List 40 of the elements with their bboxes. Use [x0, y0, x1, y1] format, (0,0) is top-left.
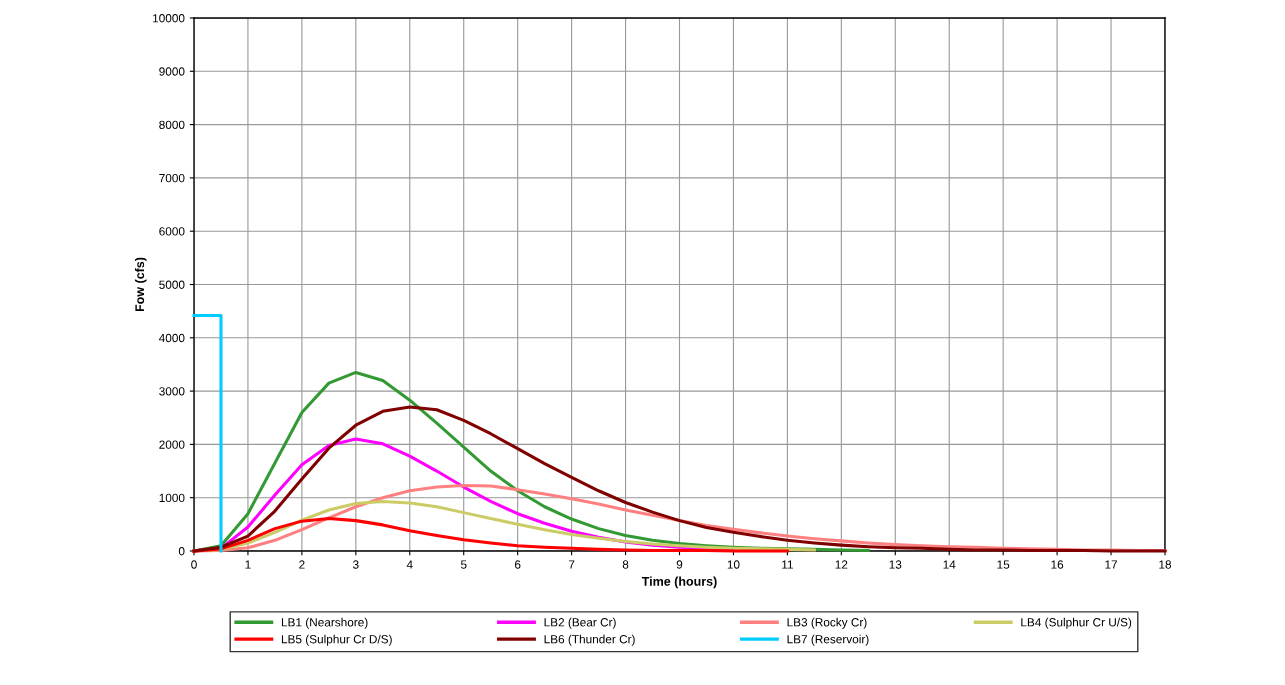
legend-label: LB4 (Sulphur Cr U/S): [1021, 617, 1132, 629]
line-series: [192, 516, 789, 553]
legend-label: LB6 (Thunder Cr): [544, 634, 635, 646]
legend-label: LB1 (Nearshore): [281, 617, 368, 629]
x-tick-label: 9: [676, 560, 683, 569]
legend-label: LB3 (Rocky Cr): [787, 617, 867, 629]
x-tick-label: 11: [782, 560, 793, 569]
x-tick-label: 8: [622, 560, 629, 569]
y-tick-label: 3000: [159, 387, 185, 396]
x-tick-label: 12: [835, 560, 848, 569]
x-tick-label: 3: [353, 560, 359, 569]
x-tick-label: 16: [1051, 560, 1064, 569]
x-tick-label: 17: [1105, 560, 1118, 569]
y-tick-label: 9000: [159, 67, 185, 76]
x-tick-label: 1: [245, 560, 251, 569]
x-tick-label: 5: [460, 560, 467, 569]
y-tick-label: 5000: [159, 280, 185, 289]
x-tick-label: 15: [997, 560, 1010, 569]
y-tick-label: 1000: [159, 493, 185, 503]
y-tick-label: 6000: [159, 227, 185, 236]
legend-label: LB7 (Reservoir): [787, 634, 869, 646]
y-tick-label: 8000: [159, 120, 185, 129]
x-tick-label: 10: [727, 560, 740, 569]
legend-label: LB5 (Sulphur Cr D/S): [281, 634, 392, 646]
y-tick-label: 0: [178, 547, 185, 556]
legend-label: LB2 (Bear Cr): [544, 617, 616, 629]
y-axis-title: Fow (cfs): [134, 257, 147, 312]
x-tick-label: 2: [299, 560, 305, 569]
y-tick-label: 10000: [153, 14, 185, 23]
x-tick-label: 14: [943, 560, 956, 569]
x-tick-label: 0: [191, 560, 197, 569]
x-tick-label: 13: [889, 560, 902, 569]
x-tick-label: 7: [568, 560, 575, 569]
y-tick-label: 7000: [159, 173, 185, 183]
x-axis-title: Time (hours): [641, 576, 717, 589]
y-tick-label: 4000: [158, 333, 185, 343]
y-tick-label: 2000: [159, 440, 185, 449]
x-tick-label: 6: [514, 560, 521, 569]
x-tick-label: 4: [406, 560, 413, 569]
x-tick-label: 18: [1159, 560, 1172, 569]
